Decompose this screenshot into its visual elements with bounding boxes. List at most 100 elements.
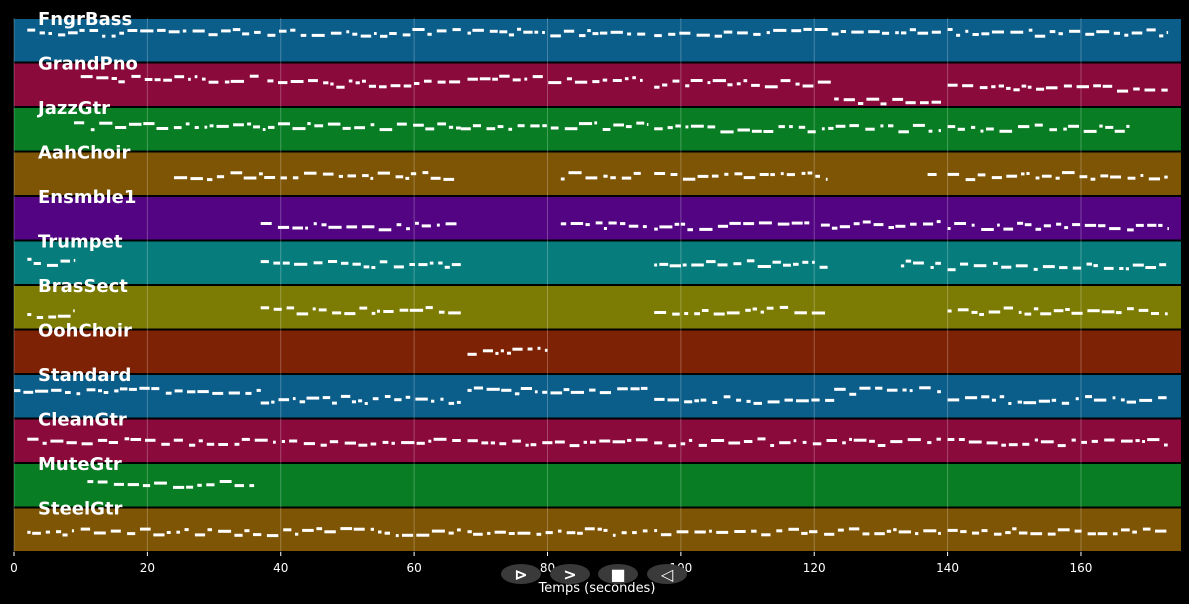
note bbox=[1131, 31, 1143, 35]
note bbox=[378, 228, 392, 232]
note bbox=[958, 438, 965, 441]
note bbox=[234, 533, 243, 537]
note bbox=[1006, 86, 1011, 90]
note bbox=[1035, 227, 1042, 231]
note bbox=[746, 399, 751, 403]
note bbox=[1158, 223, 1163, 227]
note bbox=[27, 28, 36, 32]
stop-button[interactable]: ■ bbox=[598, 564, 638, 584]
note bbox=[216, 124, 229, 128]
note bbox=[394, 398, 402, 402]
note bbox=[437, 80, 446, 84]
note bbox=[358, 399, 363, 403]
note bbox=[931, 100, 941, 104]
note bbox=[448, 311, 461, 315]
note bbox=[1127, 307, 1134, 311]
note bbox=[1164, 443, 1168, 447]
note bbox=[384, 531, 390, 535]
note bbox=[338, 174, 343, 178]
track-label: JazzGtr bbox=[36, 98, 110, 119]
note bbox=[1120, 398, 1125, 402]
note bbox=[56, 530, 62, 534]
note bbox=[281, 440, 285, 443]
note bbox=[534, 30, 539, 34]
note bbox=[930, 266, 934, 269]
note bbox=[767, 400, 780, 404]
note bbox=[849, 437, 852, 441]
note bbox=[254, 438, 268, 442]
note bbox=[165, 391, 172, 395]
note bbox=[1055, 176, 1060, 180]
track-label: OohChoir bbox=[38, 321, 132, 342]
note bbox=[679, 31, 691, 35]
note bbox=[815, 174, 820, 178]
note bbox=[788, 527, 799, 531]
note bbox=[99, 121, 113, 125]
note bbox=[563, 29, 575, 33]
note bbox=[467, 352, 477, 356]
note bbox=[173, 126, 182, 130]
note bbox=[956, 33, 961, 37]
note bbox=[1155, 529, 1167, 533]
note bbox=[209, 124, 214, 128]
note bbox=[433, 437, 447, 441]
note bbox=[763, 130, 774, 133]
note bbox=[680, 222, 686, 226]
note bbox=[542, 441, 553, 445]
note bbox=[197, 483, 202, 487]
note bbox=[384, 395, 391, 398]
note bbox=[962, 84, 974, 88]
note bbox=[42, 441, 47, 445]
track-labels-layer: FngrBass GrandPno JazzGtr AahChoir Ensmble1 T… bbox=[36, 9, 138, 520]
note bbox=[344, 441, 356, 445]
play-button[interactable]: > bbox=[550, 564, 590, 584]
note bbox=[960, 262, 969, 266]
note bbox=[1035, 176, 1040, 180]
note bbox=[843, 98, 855, 102]
note bbox=[254, 30, 261, 34]
note bbox=[936, 220, 941, 224]
note bbox=[1119, 267, 1124, 270]
back-to-start-button[interactable]: ⊳ bbox=[501, 564, 541, 584]
note bbox=[1072, 266, 1082, 270]
note bbox=[62, 533, 68, 537]
note bbox=[584, 527, 595, 531]
note bbox=[834, 97, 839, 101]
note bbox=[928, 129, 933, 133]
note bbox=[174, 75, 185, 79]
note bbox=[579, 122, 593, 126]
note bbox=[1051, 398, 1057, 402]
note bbox=[1127, 176, 1136, 180]
note bbox=[1008, 402, 1012, 405]
note bbox=[685, 84, 690, 88]
note bbox=[443, 177, 455, 181]
note bbox=[1158, 396, 1167, 400]
note bbox=[97, 480, 108, 484]
note bbox=[901, 31, 907, 35]
note bbox=[322, 396, 331, 400]
note bbox=[1040, 440, 1054, 444]
note bbox=[632, 531, 637, 535]
note bbox=[757, 265, 771, 268]
note bbox=[378, 530, 382, 534]
stop-icon: ■ bbox=[610, 565, 625, 584]
note bbox=[654, 227, 658, 231]
note bbox=[218, 443, 228, 446]
note bbox=[1132, 263, 1144, 267]
note bbox=[1090, 177, 1096, 181]
playback-controls[interactable]: ⊳ > ■ ◁ bbox=[501, 564, 687, 584]
note bbox=[1096, 30, 1110, 34]
note bbox=[296, 312, 309, 316]
note bbox=[660, 533, 672, 537]
rewind-button[interactable]: ◁ bbox=[647, 564, 687, 584]
note bbox=[289, 439, 298, 443]
note bbox=[780, 79, 791, 83]
note bbox=[890, 440, 903, 444]
note bbox=[1010, 30, 1024, 34]
note bbox=[377, 171, 390, 175]
note bbox=[720, 130, 734, 134]
note bbox=[743, 176, 756, 180]
note bbox=[777, 222, 790, 226]
note bbox=[1142, 440, 1145, 443]
note bbox=[436, 223, 440, 227]
